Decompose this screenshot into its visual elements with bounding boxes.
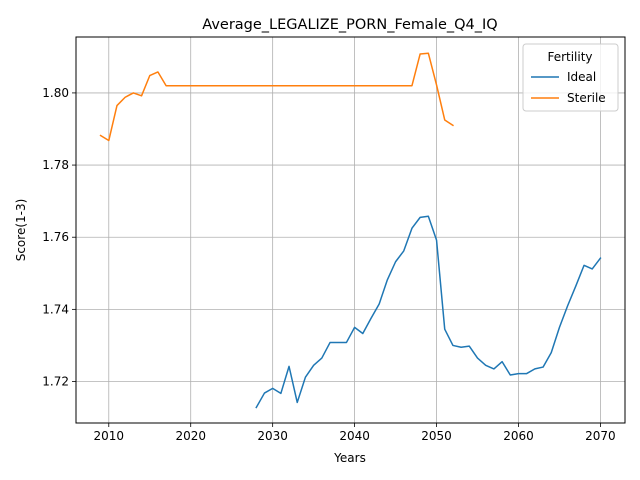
legend-title: Fertility — [547, 50, 592, 64]
chart-title: Average_LEGALIZE_PORN_Female_Q4_IQ — [202, 17, 497, 33]
x-tick-label: 2060 — [503, 429, 534, 443]
legend-box — [522, 43, 619, 112]
axis-ticks: 2010 2020 2030 2040 2050 2060 2070 1.72 1.74 1.76… — [42, 86, 615, 443]
x-tick-label: 2070 — [585, 429, 616, 443]
series-line-ideal — [255, 215, 602, 409]
y-tick-label: 1.72 — [42, 375, 69, 389]
legend-label-ideal: Ideal — [567, 70, 596, 84]
y-tick-label: 1.74 — [42, 302, 69, 316]
plot-frame — [75, 36, 626, 424]
x-tick-label: 2010 — [94, 429, 125, 443]
series-line-sterile — [99, 52, 454, 142]
grid — [76, 37, 625, 423]
y-tick-label: 1.80 — [42, 86, 69, 100]
x-tick-label: 2020 — [175, 429, 206, 443]
y-axis-label: Score(1-3) — [14, 199, 28, 262]
y-tick-label: 1.76 — [42, 230, 69, 244]
y-tick-label: 1.78 — [42, 158, 69, 172]
x-tick-label: 2050 — [421, 429, 452, 443]
legend-label-sterile: Sterile — [567, 91, 606, 105]
legend: Fertility Ideal Sterile — [522, 43, 619, 112]
series-lines — [99, 52, 602, 409]
x-tick-label: 2030 — [257, 429, 288, 443]
x-tick-label: 2040 — [339, 429, 370, 443]
x-axis-label: Years — [333, 451, 366, 465]
